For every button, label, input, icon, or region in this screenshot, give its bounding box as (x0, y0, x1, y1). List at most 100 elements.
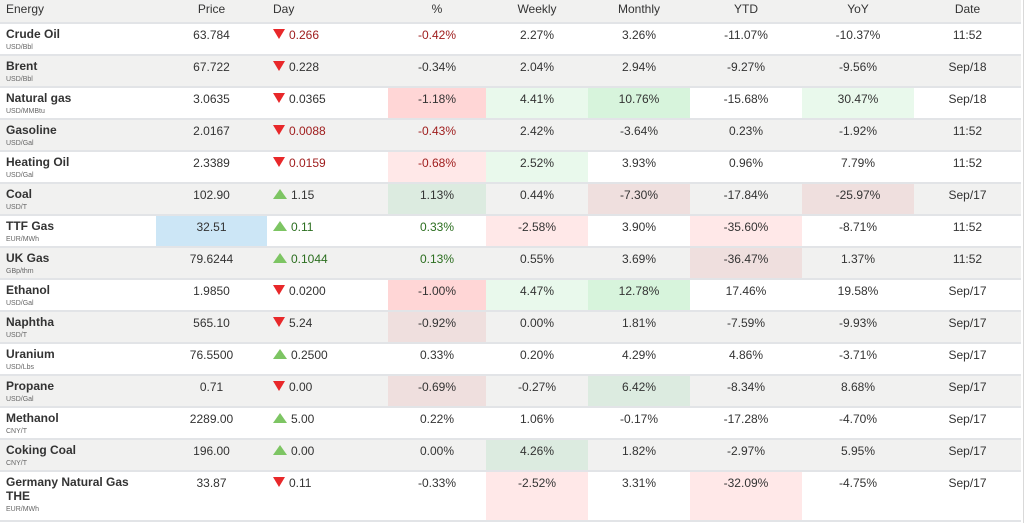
day-change-cell: 5.24 (267, 311, 388, 344)
commodity-cell[interactable]: Coal USD/T (0, 183, 156, 216)
percent-change-cell: -0.42% (388, 23, 486, 56)
price-cell: 67.722 (156, 55, 267, 88)
header-day[interactable]: Day (267, 0, 388, 24)
commodity-cell[interactable]: Brent USD/Bbl (0, 55, 156, 88)
table-row[interactable]: UK Gas GBp/thm 79.6244 0.1044 0.13% 0.55% 3.69… (0, 247, 1021, 280)
commodity-unit: USD/MMBtu (6, 108, 45, 115)
percent-change-cell: -0.34% (388, 55, 486, 88)
monthly-change-cell: 12.78% (588, 279, 690, 312)
table-row[interactable]: Heating Oil USD/Gal 2.3389 0.0159 -0.68% 2.52… (0, 151, 1021, 184)
date-cell: Sep/17 (914, 407, 1021, 440)
table-row[interactable]: Uranium USD/Lbs 76.5500 0.2500 0.33% 0.20% 4.2… (0, 343, 1021, 376)
commodity-cell[interactable]: Germany Natural Gas THE EUR/MWh (0, 471, 156, 522)
commodity-cell[interactable]: Crude Oil USD/Bbl (0, 23, 156, 56)
commodity-cell[interactable]: Ethanol USD/Gal (0, 279, 156, 312)
commodity-cell[interactable]: Heating Oil USD/Gal (0, 151, 156, 184)
day-change-value: 5.24 (289, 316, 313, 330)
commodity-name-link[interactable]: Naphtha (6, 315, 54, 329)
commodity-name-link[interactable]: Brent (6, 59, 38, 73)
triangle-down-icon (273, 61, 285, 71)
commodity-cell[interactable]: UK Gas GBp/thm (0, 247, 156, 280)
yoy-change-cell: -8.71% (802, 215, 914, 248)
table-row[interactable]: Natural gas USD/MMBtu 3.0635 0.0365 -1.18% 4.… (0, 87, 1021, 120)
commodity-name-link[interactable]: Germany Natural Gas THE (6, 475, 129, 503)
table-row[interactable]: TTF Gas EUR/MWh 32.51 0.11 0.33% -2.58% 3.90% -… (0, 215, 1021, 248)
table-row[interactable]: Brent USD/Bbl 67.722 0.228 -0.34% 2.04% 2.94% -… (0, 55, 1021, 88)
ytd-change-cell: 0.23% (690, 119, 802, 152)
commodity-cell[interactable]: Coking Coal CNY/T (0, 439, 156, 472)
day-change-value: 0.00 (291, 444, 315, 458)
day-change-value: 1.15 (291, 188, 315, 202)
price-cell: 76.5500 (156, 343, 267, 376)
commodity-unit: USD/Bbl (6, 76, 33, 83)
commodity-name-link[interactable]: Natural gas (6, 91, 72, 105)
commodity-name-link[interactable]: Gasoline (6, 123, 57, 137)
day-change-value: 0.0159 (289, 156, 326, 170)
date-cell: 11:52 (914, 23, 1021, 56)
commodity-name-link[interactable]: UK Gas (6, 251, 50, 265)
commodity-name-link[interactable]: Ethanol (6, 283, 50, 297)
commodity-name-link[interactable]: Uranium (6, 347, 55, 361)
yoy-change-cell: -1.92% (802, 119, 914, 152)
table-row[interactable]: Gasoline USD/Gal 2.0167 0.0088 -0.43% 2.42% -3… (0, 119, 1021, 152)
day-change-cell: 0.0365 (267, 87, 388, 120)
triangle-down-icon (273, 477, 285, 487)
percent-change-cell: 0.22% (388, 407, 486, 440)
header-percent[interactable]: % (388, 0, 486, 24)
day-change-cell: 0.1044 (267, 247, 388, 280)
weekly-change-cell: -2.52% (486, 471, 588, 522)
commodity-unit: USD/Gal (6, 396, 34, 403)
table-row[interactable]: Naphtha USD/T 565.10 5.24 -0.92% 0.00% 1.81% -7… (0, 311, 1021, 344)
commodity-unit: USD/Gal (6, 300, 34, 307)
ytd-change-cell: -17.84% (690, 183, 802, 216)
table-row[interactable]: Coal USD/T 102.90 1.15 1.13% 0.44% -7.30% -17.8… (0, 183, 1021, 216)
header-weekly[interactable]: Weekly (486, 0, 588, 24)
price-cell: 63.784 (156, 23, 267, 56)
table-row[interactable]: Ethanol USD/Gal 1.9850 0.0200 -1.00% 4.47% 12.… (0, 279, 1021, 312)
date-cell: Sep/17 (914, 183, 1021, 216)
monthly-change-cell: -7.30% (588, 183, 690, 216)
commodity-name-link[interactable]: Heating Oil (6, 155, 70, 169)
commodity-cell[interactable]: Propane USD/Gal (0, 375, 156, 408)
day-change-cell: 0.228 (267, 55, 388, 88)
commodity-name-link[interactable]: TTF Gas (6, 219, 55, 233)
weekly-change-cell: 2.27% (486, 23, 588, 56)
yoy-change-cell: 1.37% (802, 247, 914, 280)
commodity-name-link[interactable]: Crude Oil (6, 27, 61, 41)
commodity-cell[interactable]: Methanol CNY/T (0, 407, 156, 440)
commodity-cell[interactable]: Gasoline USD/Gal (0, 119, 156, 152)
ytd-change-cell: 17.46% (690, 279, 802, 312)
table-row[interactable]: Propane USD/Gal 0.71 0.00 -0.69% -0.27% 6.42% -… (0, 375, 1021, 408)
commodity-cell[interactable]: Natural gas USD/MMBtu (0, 87, 156, 120)
table-row[interactable]: Coking Coal CNY/T 196.00 0.00 0.00% 4.26% 1.82… (0, 439, 1021, 472)
day-change-value: 0.11 (291, 220, 314, 234)
table-row[interactable]: Crude Oil USD/Bbl 63.784 0.266 -0.42% 2.27% 3.… (0, 23, 1021, 56)
commodity-name-link[interactable]: Methanol (6, 411, 59, 425)
price-cell: 2289.00 (156, 407, 267, 440)
triangle-up-icon (273, 413, 287, 423)
header-ytd[interactable]: YTD (690, 0, 802, 24)
header-energy[interactable]: Energy (0, 0, 156, 24)
commodity-name-link[interactable]: Coal (6, 187, 33, 201)
header-yoy[interactable]: YoY (802, 0, 914, 24)
percent-change-cell: 0.33% (388, 343, 486, 376)
monthly-change-cell: -0.17% (588, 407, 690, 440)
commodity-name-link[interactable]: Coking Coal (6, 443, 77, 457)
table-row[interactable]: Methanol CNY/T 2289.00 5.00 0.22% 1.06% -0.17%… (0, 407, 1021, 440)
commodity-unit: EUR/MWh (6, 506, 40, 513)
table-row[interactable]: Germany Natural Gas THE EUR/MWh 33.87 0.11 -… (0, 471, 1021, 522)
commodity-cell[interactable]: Naphtha USD/T (0, 311, 156, 344)
price-cell: 79.6244 (156, 247, 267, 280)
weekly-change-cell: 2.52% (486, 151, 588, 184)
commodity-name-link[interactable]: Propane (6, 379, 55, 393)
monthly-change-cell: 4.29% (588, 343, 690, 376)
commodity-cell[interactable]: TTF Gas EUR/MWh (0, 215, 156, 248)
commodity-cell[interactable]: Uranium USD/Lbs (0, 343, 156, 376)
ytd-change-cell: -36.47% (690, 247, 802, 280)
header-monthly[interactable]: Monthly (588, 0, 690, 24)
header-price[interactable]: Price (156, 0, 267, 24)
yoy-change-cell: 19.58% (802, 279, 914, 312)
price-cell: 1.9850 (156, 279, 267, 312)
header-date[interactable]: Date (914, 0, 1021, 24)
